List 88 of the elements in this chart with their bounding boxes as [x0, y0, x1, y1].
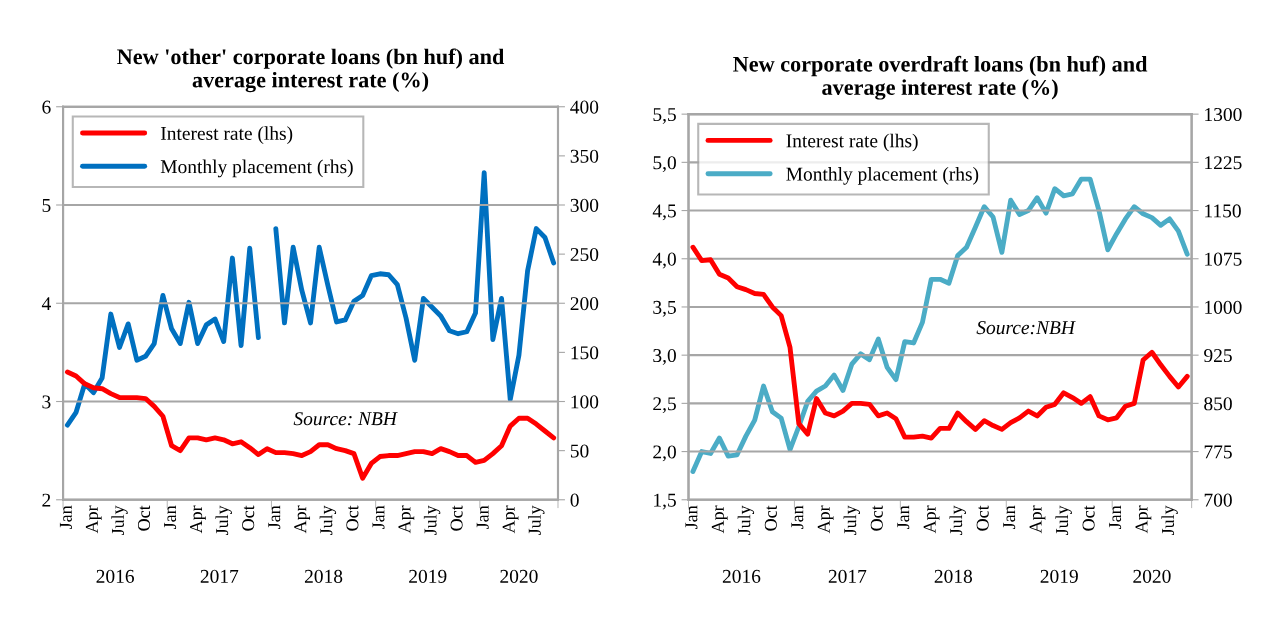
text: 2016	[722, 569, 761, 583]
x-tick-label: July	[737, 505, 755, 536]
legend-label: Interest rate (lhs)	[160, 126, 293, 144]
annotation: Source:NBH	[976, 321, 1076, 335]
y2-tick-label: 0	[570, 493, 579, 507]
y-tick-label: 4,5	[652, 204, 676, 221]
y-tick-label: 3,0	[653, 348, 676, 365]
y2-tick-label: 250	[570, 247, 599, 262]
text: 2018	[304, 569, 343, 583]
chart-title: New 'other' corporate loans (bn huf) and average interest rate (%)	[117, 48, 505, 93]
x-tick-label: Apr	[190, 505, 206, 534]
y-tick-label: 5,0	[653, 156, 676, 173]
y2-tick-label: 1225	[1205, 156, 1242, 170]
text: 2020	[1133, 569, 1171, 583]
x-tick-label: July	[949, 505, 966, 536]
text: 2020	[500, 569, 538, 583]
text: 2016	[96, 569, 135, 583]
x-tick-label: Oct	[450, 505, 463, 531]
y-tick-label: 2	[42, 493, 51, 507]
x-tick-label: July	[215, 505, 232, 536]
x-tick-label: July	[1161, 505, 1178, 536]
x-tick-label: Oct	[1082, 505, 1095, 531]
x-tick-label: Apr	[85, 505, 102, 534]
text: 2019	[409, 569, 447, 583]
y2-tick-label: 1150	[1205, 204, 1241, 218]
y2-tick-label: 1075	[1205, 252, 1242, 266]
y-tick-label: 3	[42, 395, 51, 409]
x-tick-label: Jan	[372, 505, 385, 530]
text: 2019	[1040, 569, 1078, 583]
x-tick-label: July	[423, 505, 441, 536]
y2-tick-label: 1000	[1205, 300, 1242, 314]
y-tick-label: 3,5	[653, 300, 676, 317]
y2-tick-label: 925	[1204, 349, 1232, 363]
y-tick-label: 5,5	[653, 108, 676, 124]
x-tick-label: Apr	[398, 505, 415, 534]
x-tick-label: Jan	[791, 505, 804, 530]
x-tick-label: Apr	[502, 505, 519, 534]
y2-tick-label: 50	[570, 444, 589, 458]
y2-tick-label: 300	[570, 198, 599, 212]
annotation: Source: NBH	[293, 412, 398, 426]
x-tick-label: Jan	[685, 505, 698, 530]
x-tick-label: Jan	[1003, 505, 1016, 530]
x-tick-label: Apr	[1135, 505, 1152, 534]
y-tick-label: 5	[42, 199, 51, 212]
x-tick-label: July	[528, 505, 545, 536]
x-tick-label: July	[111, 505, 128, 536]
legend-label: Monthly placement (rhs)	[786, 167, 979, 185]
x-tick-label: Jan	[59, 505, 72, 530]
y-tick-label: 2,0	[653, 445, 676, 462]
x-tick-label: Oct	[976, 505, 989, 531]
y2-tick-label: 850	[1204, 397, 1232, 411]
y2-tick-label: 100	[571, 395, 599, 409]
text: 2018	[934, 569, 973, 583]
x-tick-label: Jan	[897, 505, 910, 530]
y-tick-label: 6	[42, 100, 51, 114]
y-tick-label: 4,0	[652, 252, 676, 269]
x-tick-label: July	[319, 505, 337, 536]
x-tick-label: Oct	[870, 505, 883, 531]
x-tick-label: July	[1055, 505, 1072, 536]
y2-tick-label: 200	[570, 297, 599, 311]
y2-tick-label: 350	[570, 149, 599, 163]
x-tick-label: Jan	[1109, 505, 1122, 530]
y2-tick-label: 700	[1204, 493, 1232, 507]
x-tick-label: Apr	[711, 505, 728, 534]
x-tick-label: Apr	[817, 505, 834, 534]
y-tick-label: 4	[41, 297, 51, 310]
y2-tick-label: 150	[571, 346, 599, 360]
x-tick-label: Oct	[346, 505, 359, 531]
x-tick-label: Jan	[164, 505, 177, 530]
legend-label: Monthly placement (rhs)	[160, 159, 353, 178]
y2-tick-label: 400	[570, 100, 599, 114]
legend-label: Interest rate (lhs)	[786, 133, 918, 152]
x-tick-label: Oct	[764, 505, 777, 531]
y-tick-label: 2,5	[653, 397, 676, 414]
x-tick-label: July	[843, 505, 861, 536]
y-tick-label: 1,5	[654, 493, 676, 510]
x-tick-label: Apr	[923, 505, 940, 534]
x-tick-label: Oct	[242, 505, 255, 531]
x-tick-label: Oct	[137, 505, 151, 531]
y2-tick-label: 1300	[1205, 107, 1242, 122]
text: 2017	[828, 569, 867, 583]
x-tick-label: Jan	[268, 505, 281, 530]
x-tick-label: Apr	[294, 505, 311, 534]
x-tick-label: Jan	[476, 505, 489, 530]
x-tick-label: Apr	[1029, 505, 1046, 534]
chart-title: New corporate overdraft loans (bn huf) and average interest rate (%)	[733, 55, 1148, 100]
text: 2017	[200, 569, 239, 583]
y2-tick-label: 775	[1204, 445, 1232, 459]
